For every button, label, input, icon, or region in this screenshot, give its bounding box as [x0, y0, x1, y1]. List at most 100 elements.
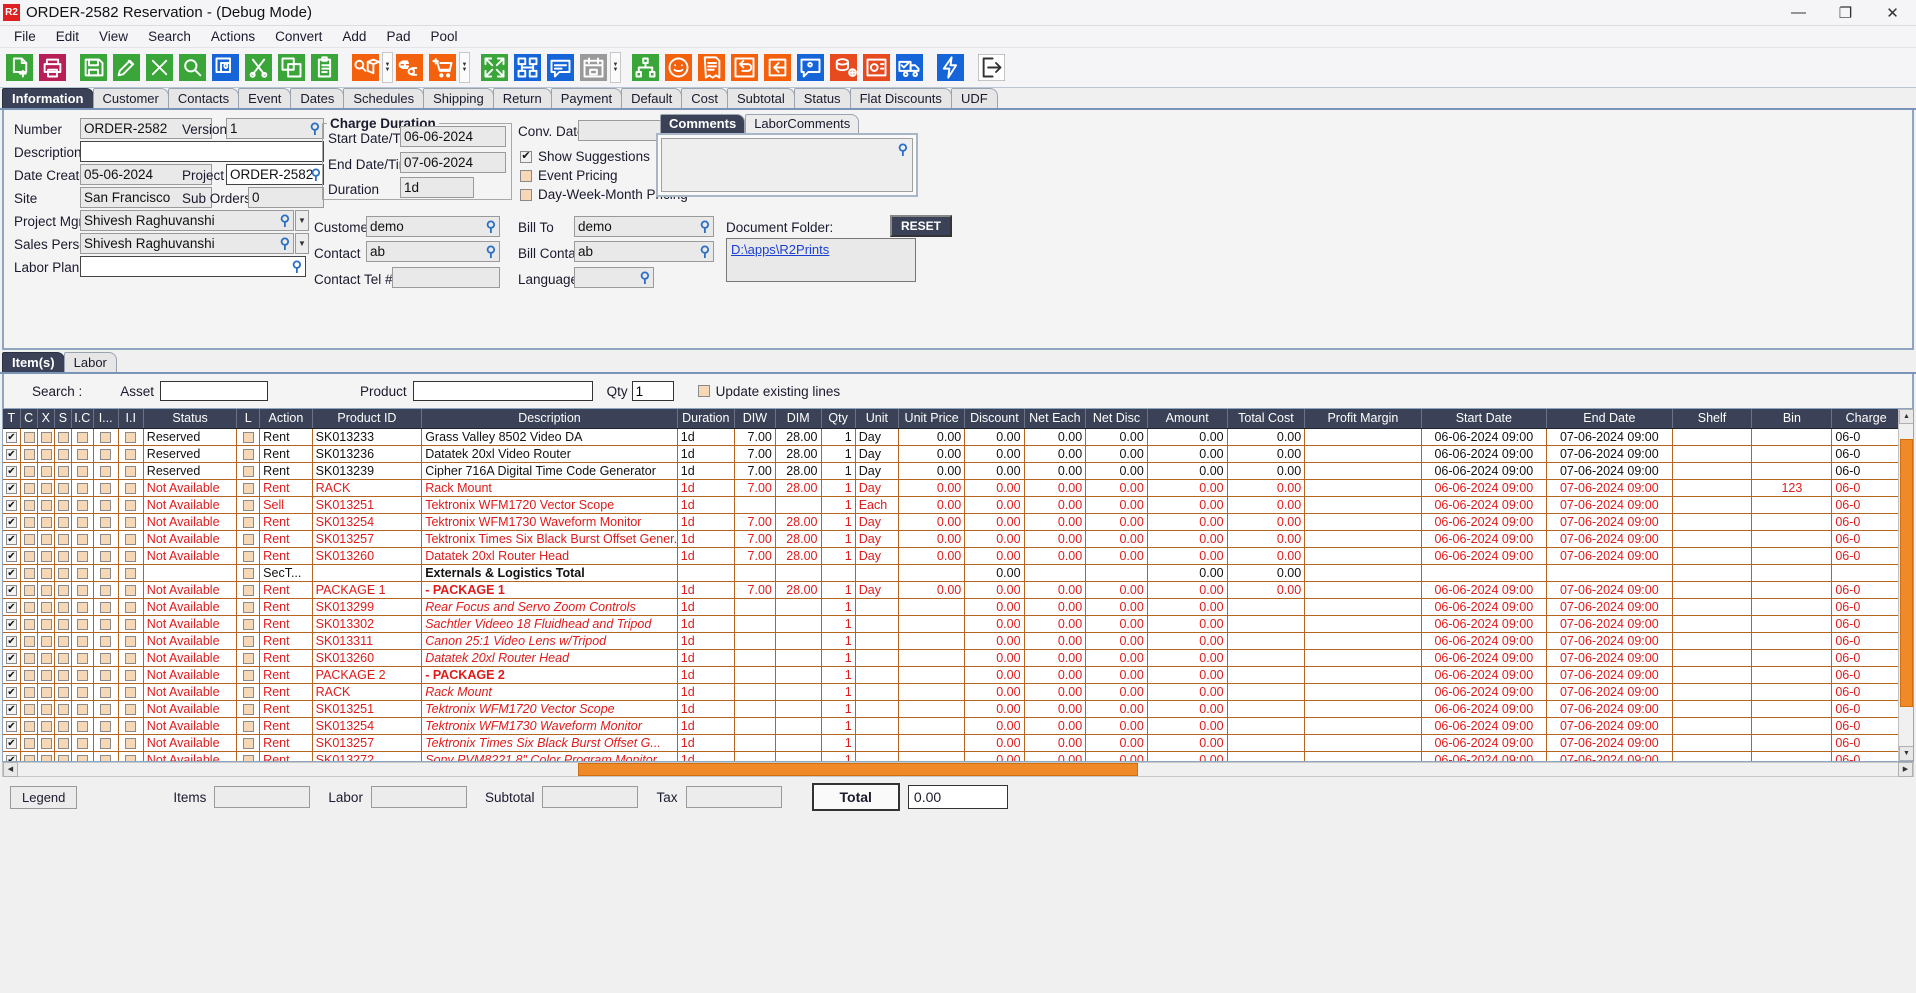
cell-checkbox-il[interactable]: [118, 496, 144, 514]
cell-checkbox-ic[interactable]: [71, 547, 94, 565]
col-header-unit-price[interactable]: Unit Price: [898, 409, 966, 429]
table-row[interactable]: ✔ SecT... Externals & Logistics Total 0.00 0…: [3, 564, 1901, 582]
cell-checkbox-t[interactable]: ✔: [3, 734, 21, 752]
row-checkbox-c[interactable]: [23, 601, 35, 613]
row-checkbox-t[interactable]: ✔: [6, 669, 17, 681]
row-checkbox-x[interactable]: [40, 533, 52, 545]
row-checkbox-i1[interactable]: [100, 601, 112, 613]
end-datetime-field[interactable]: 07-06-2024: [400, 152, 506, 173]
cell-checkbox-il[interactable]: [118, 581, 144, 599]
sales-person-search-icon[interactable]: ⚲: [279, 235, 290, 251]
row-checkbox-l[interactable]: [242, 465, 254, 477]
cell-checkbox-t[interactable]: ✔: [3, 615, 21, 633]
labor-planner-field[interactable]: ⚲: [80, 256, 306, 277]
row-checkbox-i1[interactable]: [100, 618, 112, 630]
customer-field[interactable]: demo ⚲: [366, 216, 500, 237]
row-checkbox-l[interactable]: [242, 533, 254, 545]
return-icon[interactable]: [729, 52, 760, 83]
row-checkbox-c[interactable]: [23, 584, 35, 596]
cell-checkbox-s[interactable]: [54, 598, 72, 616]
cell-checkbox-i1[interactable]: [93, 530, 119, 548]
row-checkbox-il[interactable]: [125, 703, 137, 715]
row-checkbox-ic[interactable]: [76, 567, 88, 579]
row-checkbox-i1[interactable]: [100, 686, 112, 698]
row-checkbox-c[interactable]: [23, 482, 35, 494]
version-field[interactable]: 1 ⚲: [226, 118, 324, 139]
cell-checkbox-t[interactable]: ✔: [3, 598, 21, 616]
row-checkbox-l[interactable]: [242, 618, 254, 630]
row-checkbox-t[interactable]: ✔: [6, 448, 17, 460]
edit-icon[interactable]: [111, 52, 142, 83]
row-checkbox-l[interactable]: [242, 516, 254, 528]
customer-search-icon[interactable]: ⚲: [485, 218, 496, 234]
cell-checkbox-il[interactable]: [118, 530, 144, 548]
tab-information[interactable]: Information: [2, 88, 94, 108]
cell-checkbox-l[interactable]: [236, 530, 261, 548]
row-checkbox-il[interactable]: [125, 635, 137, 647]
cell-checkbox-il[interactable]: [118, 751, 144, 761]
row-checkbox-il[interactable]: [125, 516, 137, 528]
cell-checkbox-c[interactable]: [20, 666, 38, 684]
cell-checkbox-i1[interactable]: [93, 479, 119, 497]
show-suggestions-checkbox[interactable]: ✔: [520, 150, 532, 163]
row-checkbox-il[interactable]: [125, 533, 137, 545]
cell-checkbox-c[interactable]: [20, 632, 38, 650]
cell-checkbox-t[interactable]: ✔: [3, 581, 21, 599]
menu-item-pool[interactable]: Pool: [430, 29, 458, 44]
row-checkbox-s[interactable]: [57, 482, 69, 494]
row-checkbox-x[interactable]: [40, 550, 52, 562]
cell-checkbox-i1[interactable]: [93, 462, 119, 480]
row-checkbox-c[interactable]: [23, 720, 35, 732]
cell-checkbox-s[interactable]: [54, 717, 72, 735]
update-existing-lines-row[interactable]: Update existing lines: [697, 384, 840, 399]
row-checkbox-ic[interactable]: [76, 533, 88, 545]
row-checkbox-x[interactable]: [40, 465, 52, 477]
row-checkbox-c[interactable]: [23, 465, 35, 477]
row-checkbox-c[interactable]: [23, 703, 35, 715]
cell-checkbox-x[interactable]: [37, 496, 55, 514]
table-row[interactable]: ✔ Not Available Rent SK013254 Tektronix WFM1…: [3, 513, 1901, 531]
row-checkbox-i1[interactable]: [100, 431, 112, 443]
row-checkbox-l[interactable]: [242, 720, 254, 732]
bill-contact-search-icon[interactable]: ⚲: [699, 243, 710, 259]
contact-search-icon[interactable]: ⚲: [485, 243, 496, 259]
cell-checkbox-ic[interactable]: [71, 530, 94, 548]
cell-checkbox-s[interactable]: [54, 428, 72, 446]
cell-checkbox-c[interactable]: [20, 564, 38, 582]
cell-checkbox-s[interactable]: [54, 445, 72, 463]
row-checkbox-s[interactable]: [57, 550, 69, 562]
row-checkbox-t[interactable]: ✔: [6, 431, 17, 443]
cell-checkbox-ic[interactable]: [71, 598, 94, 616]
cell-checkbox-l[interactable]: [236, 717, 261, 735]
table-row[interactable]: ✔ Not Available Rent PACKAGE 1- PACKAGE 1 1d…: [3, 581, 1901, 599]
close-button[interactable]: ✕: [1886, 4, 1899, 22]
cell-checkbox-s[interactable]: [54, 700, 72, 718]
cell-checkbox-s[interactable]: [54, 547, 72, 565]
row-checkbox-il[interactable]: [125, 720, 137, 732]
tab-labor[interactable]: Labor: [63, 352, 117, 372]
row-checkbox-l[interactable]: [242, 737, 254, 749]
col-header-action[interactable]: Action: [259, 409, 313, 429]
sales-person-dropdown-icon[interactable]: ▼: [295, 233, 309, 254]
cell-checkbox-l[interactable]: [236, 547, 261, 565]
toolbar-dropdown-arrow[interactable]: ▼ ▼: [382, 52, 393, 83]
h-scroll-track[interactable]: [18, 763, 1898, 776]
col-header-profit-margin[interactable]: Profit Margin: [1304, 409, 1422, 429]
row-checkbox-s[interactable]: [57, 737, 69, 749]
cell-checkbox-l[interactable]: [236, 479, 261, 497]
table-row[interactable]: ✔ Reserved Rent SK013233 Grass Valley 8502 V…: [3, 428, 1901, 446]
smiley-icon[interactable]: [663, 52, 694, 83]
row-checkbox-i1[interactable]: [100, 465, 112, 477]
dwm-pricing-row[interactable]: Day-Week-Month Pricing: [520, 187, 688, 202]
row-checkbox-s[interactable]: [57, 448, 69, 460]
row-checkbox-c[interactable]: [23, 635, 35, 647]
cell-checkbox-l[interactable]: [236, 581, 261, 599]
cell-checkbox-l[interactable]: [236, 683, 261, 701]
cell-checkbox-x[interactable]: [37, 564, 55, 582]
row-checkbox-x[interactable]: [40, 601, 52, 613]
row-checkbox-c[interactable]: [23, 448, 35, 460]
cell-checkbox-i1[interactable]: [93, 751, 119, 761]
cell-checkbox-l[interactable]: [236, 598, 261, 616]
row-checkbox-x[interactable]: [40, 720, 52, 732]
save-icon[interactable]: [78, 52, 109, 83]
